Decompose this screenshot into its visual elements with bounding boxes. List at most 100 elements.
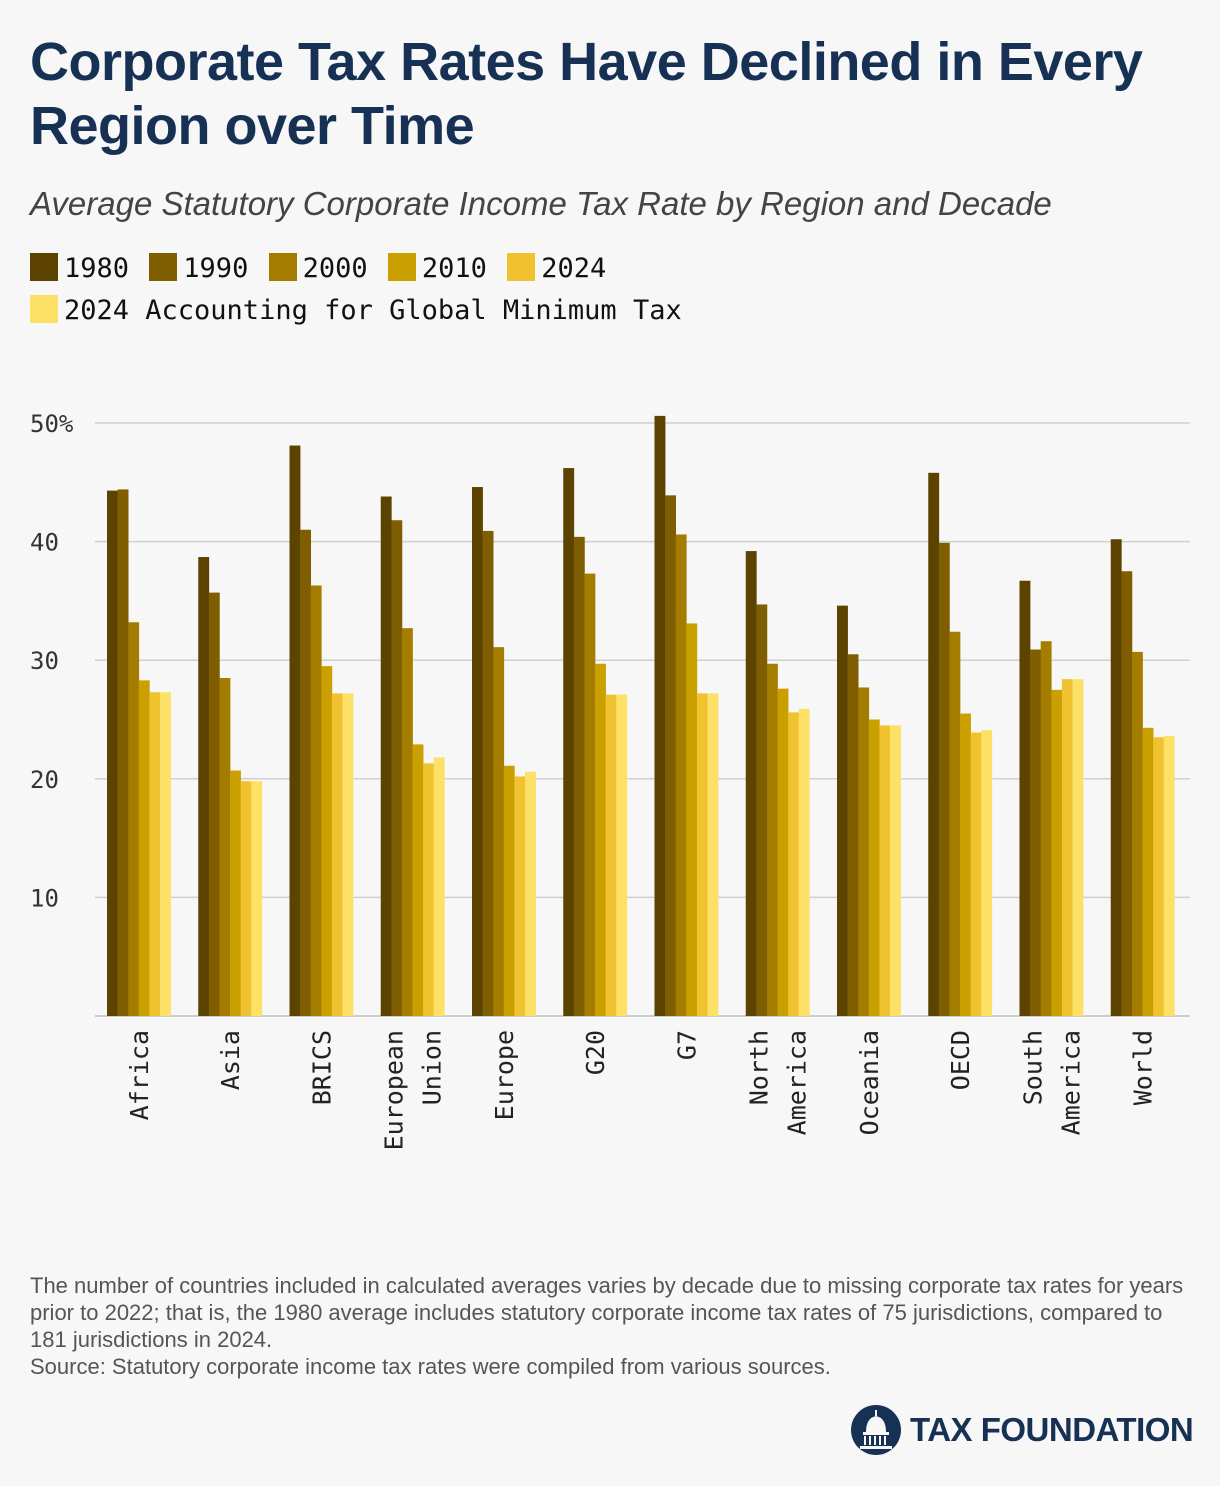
bar [219,677,231,1016]
bar [970,732,982,1016]
bar [525,771,536,1016]
bar [573,536,585,1016]
bar [745,551,757,1016]
bar [230,770,241,1016]
legend-swatch [149,253,178,281]
y-tick-label: 40 [30,529,59,557]
bar [331,693,343,1016]
bar-chart: 10 20 30 40 50% Africa Asia BRICS European Union E… [30,410,1190,1150]
bar [1110,539,1122,1016]
legend-label: 2024 [541,253,607,284]
bar [756,604,768,1016]
legend-swatch [387,253,416,281]
bar [777,688,789,1016]
bar [1051,689,1063,1016]
legend-label: 1980 [64,253,130,284]
bar [1153,737,1165,1016]
bar [686,623,698,1016]
legend-item: 1980 [30,248,129,290]
bar [595,663,606,1016]
bar [1121,571,1133,1016]
bar [960,713,971,1016]
legend-item: 2024 Accounting for Global Minimum Tax [30,290,682,332]
bar [1131,651,1143,1016]
bar [1072,679,1084,1016]
bar [837,605,848,1016]
bar [1061,679,1073,1016]
bar [342,693,354,1016]
x-tick-label: South [1018,1030,1047,1105]
x-tick-label: Europe [490,1030,519,1120]
bar [300,529,311,1016]
bar [138,680,150,1016]
bar [289,445,301,1016]
bar [1019,580,1031,1016]
bar [981,730,993,1016]
bar [1163,736,1175,1016]
y-tick-label: 50% [30,410,74,438]
bar [938,542,950,1016]
tax-foundation-logo: TAX FOUNDATION [850,1405,1194,1455]
x-tick-label: G7 [672,1030,701,1060]
bar [847,654,859,1016]
bar [514,776,526,1016]
bar [412,744,424,1016]
x-tick-label: Africa [125,1030,154,1120]
bar [107,490,118,1016]
x-tick-label: OECD [946,1030,975,1090]
legend-label: 1990 [183,253,249,284]
bar [149,692,161,1016]
y-tick-label: 30 [30,647,59,675]
x-tick-label: North [745,1030,774,1105]
bar [605,694,617,1016]
bar [380,496,392,1017]
x-tick-label: G20 [581,1030,610,1075]
bar [1142,727,1154,1016]
bar [665,495,676,1016]
source-text: Source: Statutory corporate income tax r… [30,1354,831,1379]
x-tick-label: America [1056,1030,1085,1135]
legend-item: 2024 [507,248,606,290]
legend-item: 2000 [268,248,368,290]
bar [654,415,666,1016]
chart-legend: 1980 1990 2000 2010 2024 2024 Accounting… [30,248,1190,332]
bar [798,708,810,1016]
legend-label: 2010 [421,253,487,284]
bar [868,719,880,1016]
footnote: The number of countries included in calc… [30,1272,1195,1380]
bar [928,472,940,1016]
legend-swatch [507,253,536,281]
capitol-dome-icon [851,1405,901,1455]
x-tick-label: European [380,1030,409,1150]
bar [321,666,333,1016]
bar [890,725,901,1016]
bar [391,520,403,1016]
legend-swatch [30,253,58,281]
chart-subtitle: Average Statutory Corporate Income Tax R… [30,185,1052,222]
bar [584,573,596,1016]
x-tick-label: Union [418,1030,447,1105]
bar [160,692,171,1016]
x-tick-label: World [1129,1030,1158,1105]
legend-label: 2024 Accounting for Global Minimum Tax [64,295,682,326]
bar [493,647,505,1016]
legend-swatch [268,253,297,281]
bar [423,763,435,1016]
bar [788,712,800,1016]
bar [128,622,140,1016]
bar [472,487,483,1016]
bar [879,725,891,1016]
bar [766,663,778,1016]
y-tick-label: 20 [30,766,59,794]
bar [208,592,220,1016]
x-tick-label: BRICS [307,1030,336,1105]
footnote-text: The number of countries included in calc… [30,1273,1184,1352]
bar [482,530,494,1016]
bar [401,628,413,1016]
logo-text: TAX FOUNDATION [910,1411,1194,1448]
bar [858,687,870,1016]
chart-title: Corporate Tax Rates Have Declined in Eve… [30,32,1143,156]
x-tick-label: Oceania [855,1030,884,1135]
bar [696,693,708,1016]
bar [198,557,210,1016]
